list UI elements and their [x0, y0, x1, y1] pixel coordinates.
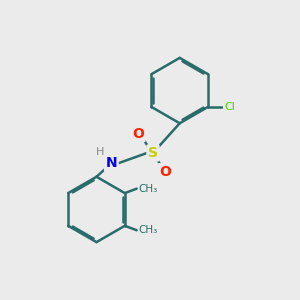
- Text: O: O: [159, 165, 171, 179]
- Text: Cl: Cl: [224, 102, 235, 112]
- Text: S: S: [148, 146, 158, 160]
- Text: CH₃: CH₃: [139, 225, 158, 235]
- Text: CH₃: CH₃: [139, 184, 158, 194]
- Text: O: O: [132, 127, 144, 141]
- Text: N: N: [106, 156, 117, 170]
- Text: H: H: [96, 147, 104, 157]
